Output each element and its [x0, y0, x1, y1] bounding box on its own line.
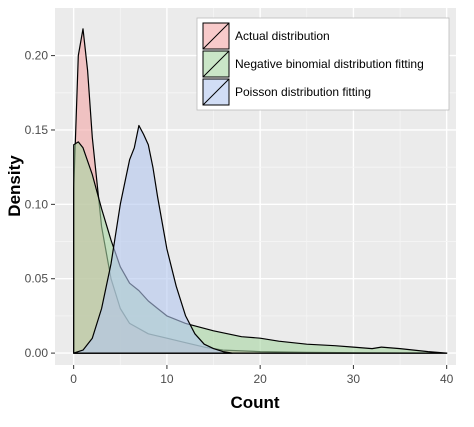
y-tick-label: 0.05 — [25, 272, 49, 286]
x-tick-label: 30 — [347, 372, 361, 386]
y-axis-title: Density — [5, 155, 24, 217]
legend: Actual distribution Negative binomial dis… — [196, 17, 450, 111]
y-tick-label: 0.00 — [25, 346, 49, 360]
x-tick-label: 0 — [70, 372, 77, 386]
legend-label: Negative binomial distribution fitting — [235, 57, 424, 71]
legend-box — [196, 17, 450, 111]
area-poisson-fitting — [73, 124, 233, 354]
y-tick-label: 0.10 — [25, 197, 49, 211]
legend-label: Poisson distribution fitting — [235, 85, 371, 99]
x-tick-label: 20 — [253, 372, 267, 386]
legend-key-slash — [202, 22, 230, 50]
y-tick-label: 0.20 — [25, 49, 49, 63]
density-areas — [73, 28, 448, 354]
legend-key-slash — [202, 50, 230, 78]
x-tick-label: 40 — [440, 372, 454, 386]
x-tick-label: 10 — [160, 372, 174, 386]
legend-key-slash — [202, 78, 230, 106]
y-axis: 0.00 0.05 0.10 0.15 0.20 — [25, 49, 55, 360]
y-tick-label: 0.15 — [25, 123, 49, 137]
x-axis: 0 10 20 30 40 — [70, 365, 454, 386]
legend-label: Actual distribution — [235, 29, 330, 43]
x-axis-title: Count — [230, 393, 279, 412]
